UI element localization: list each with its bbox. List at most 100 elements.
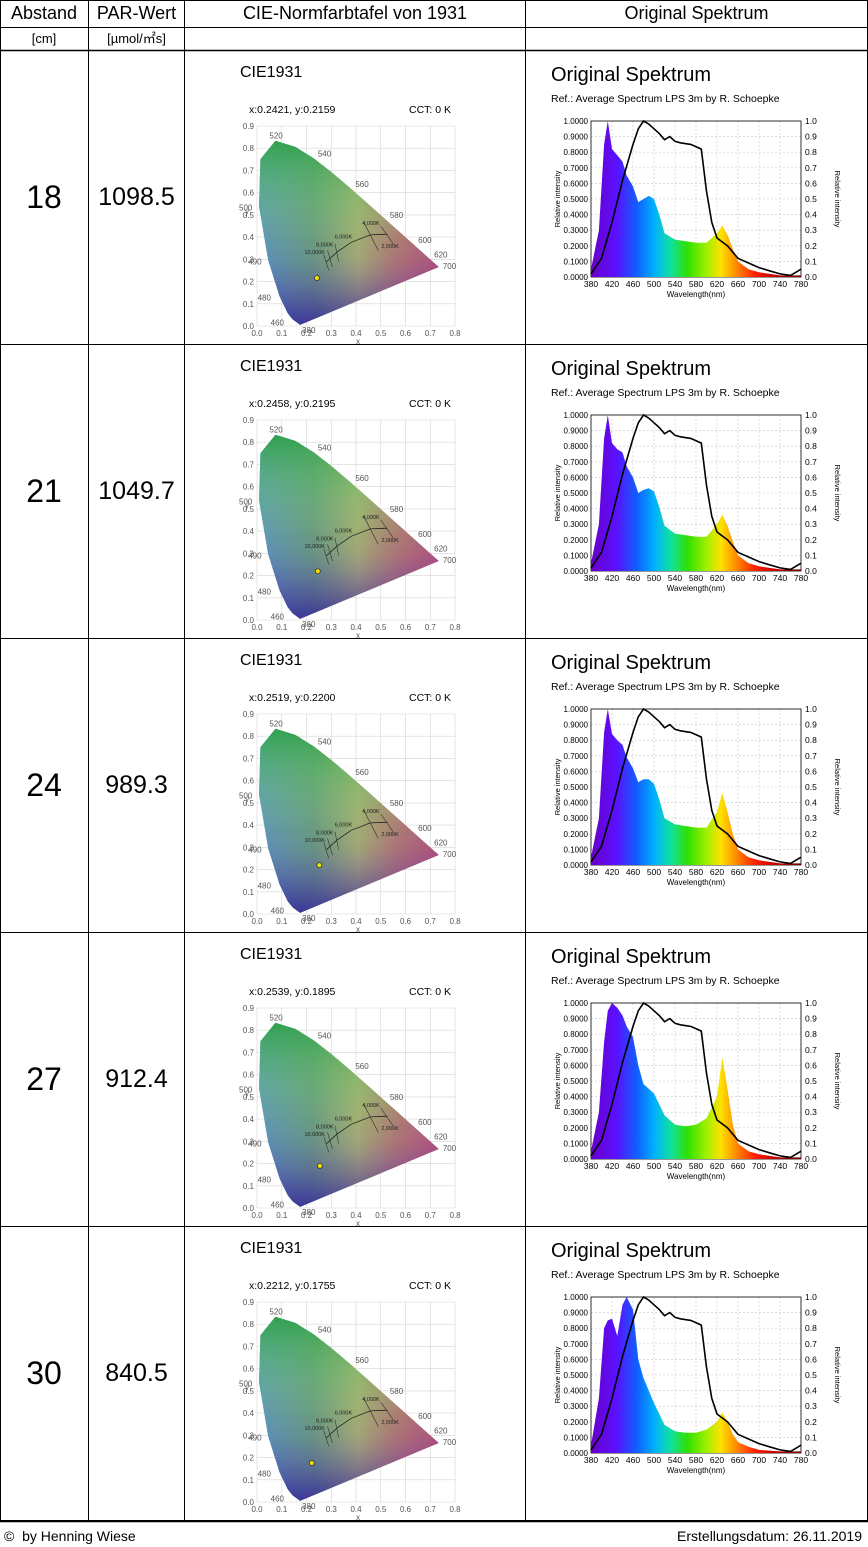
spectrum-x-tick: 500 bbox=[647, 1161, 661, 1171]
spectrum-y-tick-left: 0.0000 bbox=[564, 861, 589, 870]
cie-y-tick: 0.0 bbox=[243, 322, 255, 331]
wavelength-label: 700 bbox=[443, 1438, 457, 1447]
spectrum-y-tick-left: 0.1000 bbox=[564, 551, 589, 560]
cct-label: 10,000K bbox=[304, 250, 325, 256]
spectrum-x-tick: 460 bbox=[626, 867, 640, 877]
cie-y-tick: 0.6 bbox=[243, 1365, 255, 1374]
spectrum-x-tick: 580 bbox=[689, 573, 703, 583]
spectrum-y-tick-right: 0.8 bbox=[805, 735, 817, 745]
cie-x-tick: 0.5 bbox=[375, 329, 387, 338]
spectrum-x-tick: 500 bbox=[647, 279, 661, 289]
wavelength-label: 490 bbox=[248, 845, 262, 854]
distance-value: 27 bbox=[26, 1061, 62, 1097]
spectrum-x-label: Wavelength(nm) bbox=[667, 878, 726, 887]
cct-label: 6,000K bbox=[335, 234, 353, 240]
spectrum-y-tick-left: 0.1000 bbox=[564, 845, 589, 854]
wavelength-label: 460 bbox=[271, 906, 285, 915]
spectrum-title: Original Spektrum bbox=[551, 946, 711, 968]
spectrum-x-tick: 420 bbox=[605, 279, 619, 289]
wavelength-label: 620 bbox=[434, 250, 448, 259]
spectrum-x-tick: 420 bbox=[605, 1161, 619, 1171]
isotherm-line bbox=[363, 1103, 379, 1133]
cie-y-tick: 0.5 bbox=[243, 1093, 255, 1102]
cie-coordinates: x:0.2421, y:0.2159 bbox=[249, 104, 336, 116]
isotherm-line bbox=[327, 544, 333, 562]
distance-value: 30 bbox=[26, 1355, 62, 1391]
cie-gamut-shade-bottom bbox=[259, 728, 439, 913]
spectrum-y-tick-right: 0.6 bbox=[805, 1354, 817, 1364]
spectrum-y-tick-right: 0.2 bbox=[805, 829, 817, 839]
spectrum-y-label-left: Relative intensity bbox=[553, 1052, 562, 1109]
cie-y-tick: 0.6 bbox=[243, 777, 255, 786]
cct-value: CCT: 0 K bbox=[409, 1280, 451, 1292]
cie-y-tick: 0.1 bbox=[243, 594, 255, 603]
spectrum-y-tick-right: 0.0 bbox=[805, 1154, 817, 1164]
isotherm-line bbox=[323, 254, 330, 271]
cie-y-tick: 0.8 bbox=[243, 1026, 255, 1035]
spectrum-x-tick: 540 bbox=[668, 1455, 682, 1465]
spectrum-y-tick-right: 0.5 bbox=[805, 782, 817, 792]
spectrum-y-tick-left: 0.9000 bbox=[564, 427, 589, 436]
cie-y-tick: 0.2 bbox=[243, 278, 255, 287]
cie-x-tick: 0.0 bbox=[251, 623, 263, 632]
spectrum-y-tick-right: 0.3 bbox=[805, 813, 817, 823]
cct-label: 2,000K bbox=[381, 538, 399, 544]
cie-x-tick: 0.6 bbox=[400, 623, 412, 632]
wavelength-label: 600 bbox=[418, 236, 432, 245]
cie-y-tick: 0.4 bbox=[243, 1409, 255, 1418]
cie-x-tick: 0.8 bbox=[449, 1505, 461, 1514]
cct-label: 8,000K bbox=[316, 536, 334, 542]
par-value: 912.4 bbox=[105, 1065, 168, 1093]
spectrum-y-tick-left: 0.2000 bbox=[564, 1124, 589, 1133]
cie-x-tick: 0.5 bbox=[375, 623, 387, 632]
spectrum-y-tick-left: 0.7000 bbox=[564, 752, 589, 761]
cie-y-tick: 0.3 bbox=[243, 1431, 255, 1440]
spectrum-y-tick-left: 0.1000 bbox=[564, 1433, 589, 1442]
cie-chart: CIE1931 x:0.2519, y:0.2200 CCT: 0 K 0.0 0.1 0… bbox=[239, 652, 461, 934]
spectrum-y-tick-left: 1.0000 bbox=[564, 999, 589, 1008]
spectrum-area bbox=[591, 121, 801, 277]
reference-spectrum-line bbox=[590, 119, 802, 277]
spectrum-y-tick-left: 0.3000 bbox=[564, 814, 589, 823]
cie-y-tick: 0.2 bbox=[243, 866, 255, 875]
header-spectrum: Original Spektrum bbox=[624, 3, 769, 23]
cie-y-tick: 0.7 bbox=[243, 166, 255, 175]
cie-y-tick: 0.1 bbox=[243, 888, 255, 897]
isotherm-line bbox=[380, 225, 394, 244]
spectrum-x-tick: 780 bbox=[794, 279, 808, 289]
cct-label: 8,000K bbox=[316, 1124, 334, 1130]
cie-x-tick: 0.2 bbox=[301, 1505, 313, 1514]
cie-y-tick: 0.3 bbox=[243, 255, 255, 264]
cie-x-tick: 0.8 bbox=[449, 329, 461, 338]
spectrum-y-tick-right: 0.9 bbox=[805, 132, 817, 142]
spectrum-y-tick-right: 0.2 bbox=[805, 241, 817, 251]
wavelength-label: 540 bbox=[318, 443, 332, 452]
spectrum-y-label-left: Relative intensity bbox=[553, 170, 562, 227]
reference-spectrum-line bbox=[590, 1001, 802, 1159]
spectrum-y-tick-right: 1.0 bbox=[805, 410, 817, 420]
wavelength-label: 700 bbox=[443, 850, 457, 859]
wavelength-label: 480 bbox=[258, 1176, 272, 1185]
spectrum-y-tick-right: 0.0 bbox=[805, 272, 817, 282]
cie-chart: CIE1931 x:0.2539, y:0.1895 CCT: 0 K 0.0 0.1 0… bbox=[239, 946, 461, 1228]
spectrum-x-tick: 740 bbox=[773, 867, 787, 877]
cie-y-tick: 0.0 bbox=[243, 1204, 255, 1213]
cie-x-tick: 0.3 bbox=[326, 1211, 338, 1220]
spectrum-x-tick: 500 bbox=[647, 1455, 661, 1465]
spectrum-y-tick-right: 0.4 bbox=[805, 1386, 817, 1396]
spectrum-y-tick-left: 0.8000 bbox=[564, 442, 589, 451]
chromaticity-point bbox=[316, 1162, 323, 1169]
spectrum-y-tick-right: 1.0 bbox=[805, 116, 817, 126]
spectrum-y-tick-left: 0.5000 bbox=[564, 489, 589, 498]
planckian-locus bbox=[326, 527, 388, 557]
spectrum-x-tick: 740 bbox=[773, 1455, 787, 1465]
spectrum-y-tick-right: 0.8 bbox=[805, 1323, 817, 1333]
spectrum-y-tick-left: 0.8000 bbox=[564, 736, 589, 745]
cie-gamut-shade-bottom bbox=[259, 1316, 439, 1501]
cie-y-tick: 0.2 bbox=[243, 1160, 255, 1169]
par-value: 840.5 bbox=[105, 1359, 168, 1387]
cct-label: 10,000K bbox=[304, 838, 325, 844]
wavelength-label: 560 bbox=[355, 768, 369, 777]
cie-y-tick: 0.8 bbox=[243, 732, 255, 741]
